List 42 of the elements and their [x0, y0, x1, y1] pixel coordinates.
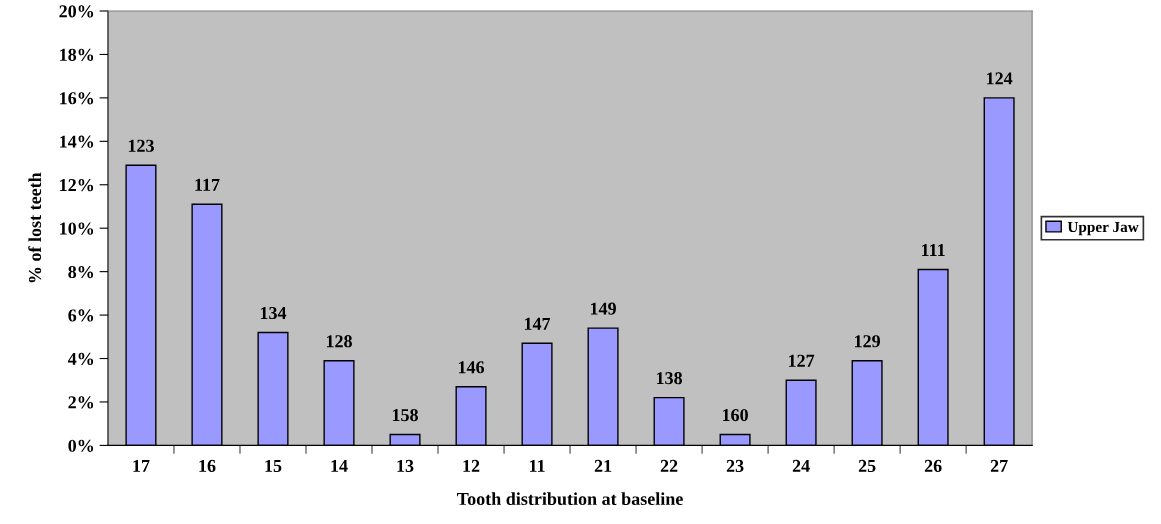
- x-tick-label: 22: [660, 459, 678, 472]
- annotation: 128: [326, 335, 352, 348]
- x-tick-label: 24: [792, 459, 810, 472]
- annotation: 129: [855, 335, 880, 348]
- y-tick-label: 8%: [68, 265, 94, 279]
- y-tick-label: 16%: [60, 92, 94, 105]
- x-tick-label: 12: [463, 459, 480, 472]
- y-tick-label: 18%: [60, 48, 94, 61]
- legend-label: Upper Jaw: [1067, 221, 1139, 236]
- x-tick-label: 14: [331, 459, 348, 472]
- x-tick-label: 25: [858, 459, 876, 472]
- annotation: 123: [128, 139, 154, 152]
- annotation: 138: [656, 372, 683, 385]
- annotation: 111: [922, 243, 945, 256]
- y-tick-label: 10%: [60, 222, 94, 235]
- y-tick-label: 20%: [59, 5, 94, 18]
- x-tick-label: 26: [924, 459, 942, 472]
- x-axis-title: Tooth distribution at baseline: [457, 492, 683, 506]
- x-tick-label: 13: [397, 459, 414, 472]
- annotation: 146: [458, 361, 485, 374]
- annotation: 134: [260, 306, 287, 320]
- y-tick-label: 0%: [68, 439, 94, 452]
- y-tick-label: 12%: [60, 179, 94, 192]
- x-tick-label: 23: [726, 459, 744, 472]
- y-tick-label: 6%: [68, 309, 94, 322]
- x-tick-label: 11: [529, 459, 545, 472]
- x-tick-label: 15: [265, 459, 282, 472]
- x-tick-label: 16: [199, 459, 216, 472]
- x-tick-label: 21: [594, 459, 612, 472]
- y-tick-label: 2%: [68, 396, 94, 409]
- annotation: 117: [195, 178, 220, 191]
- annotation: 147: [524, 317, 551, 330]
- annotation: 149: [590, 302, 616, 315]
- x-tick-label: 27: [990, 459, 1008, 472]
- annotation: 124: [987, 72, 1013, 85]
- annotation: 160: [722, 408, 748, 422]
- y-tick-label: 14%: [60, 135, 94, 148]
- x-tick-label: 17: [133, 459, 150, 472]
- annotation: 127: [789, 354, 815, 367]
- annotation: 158: [392, 408, 418, 422]
- y-axis-title: % of lost teeth: [28, 172, 42, 283]
- y-tick-label: 4%: [67, 352, 94, 366]
